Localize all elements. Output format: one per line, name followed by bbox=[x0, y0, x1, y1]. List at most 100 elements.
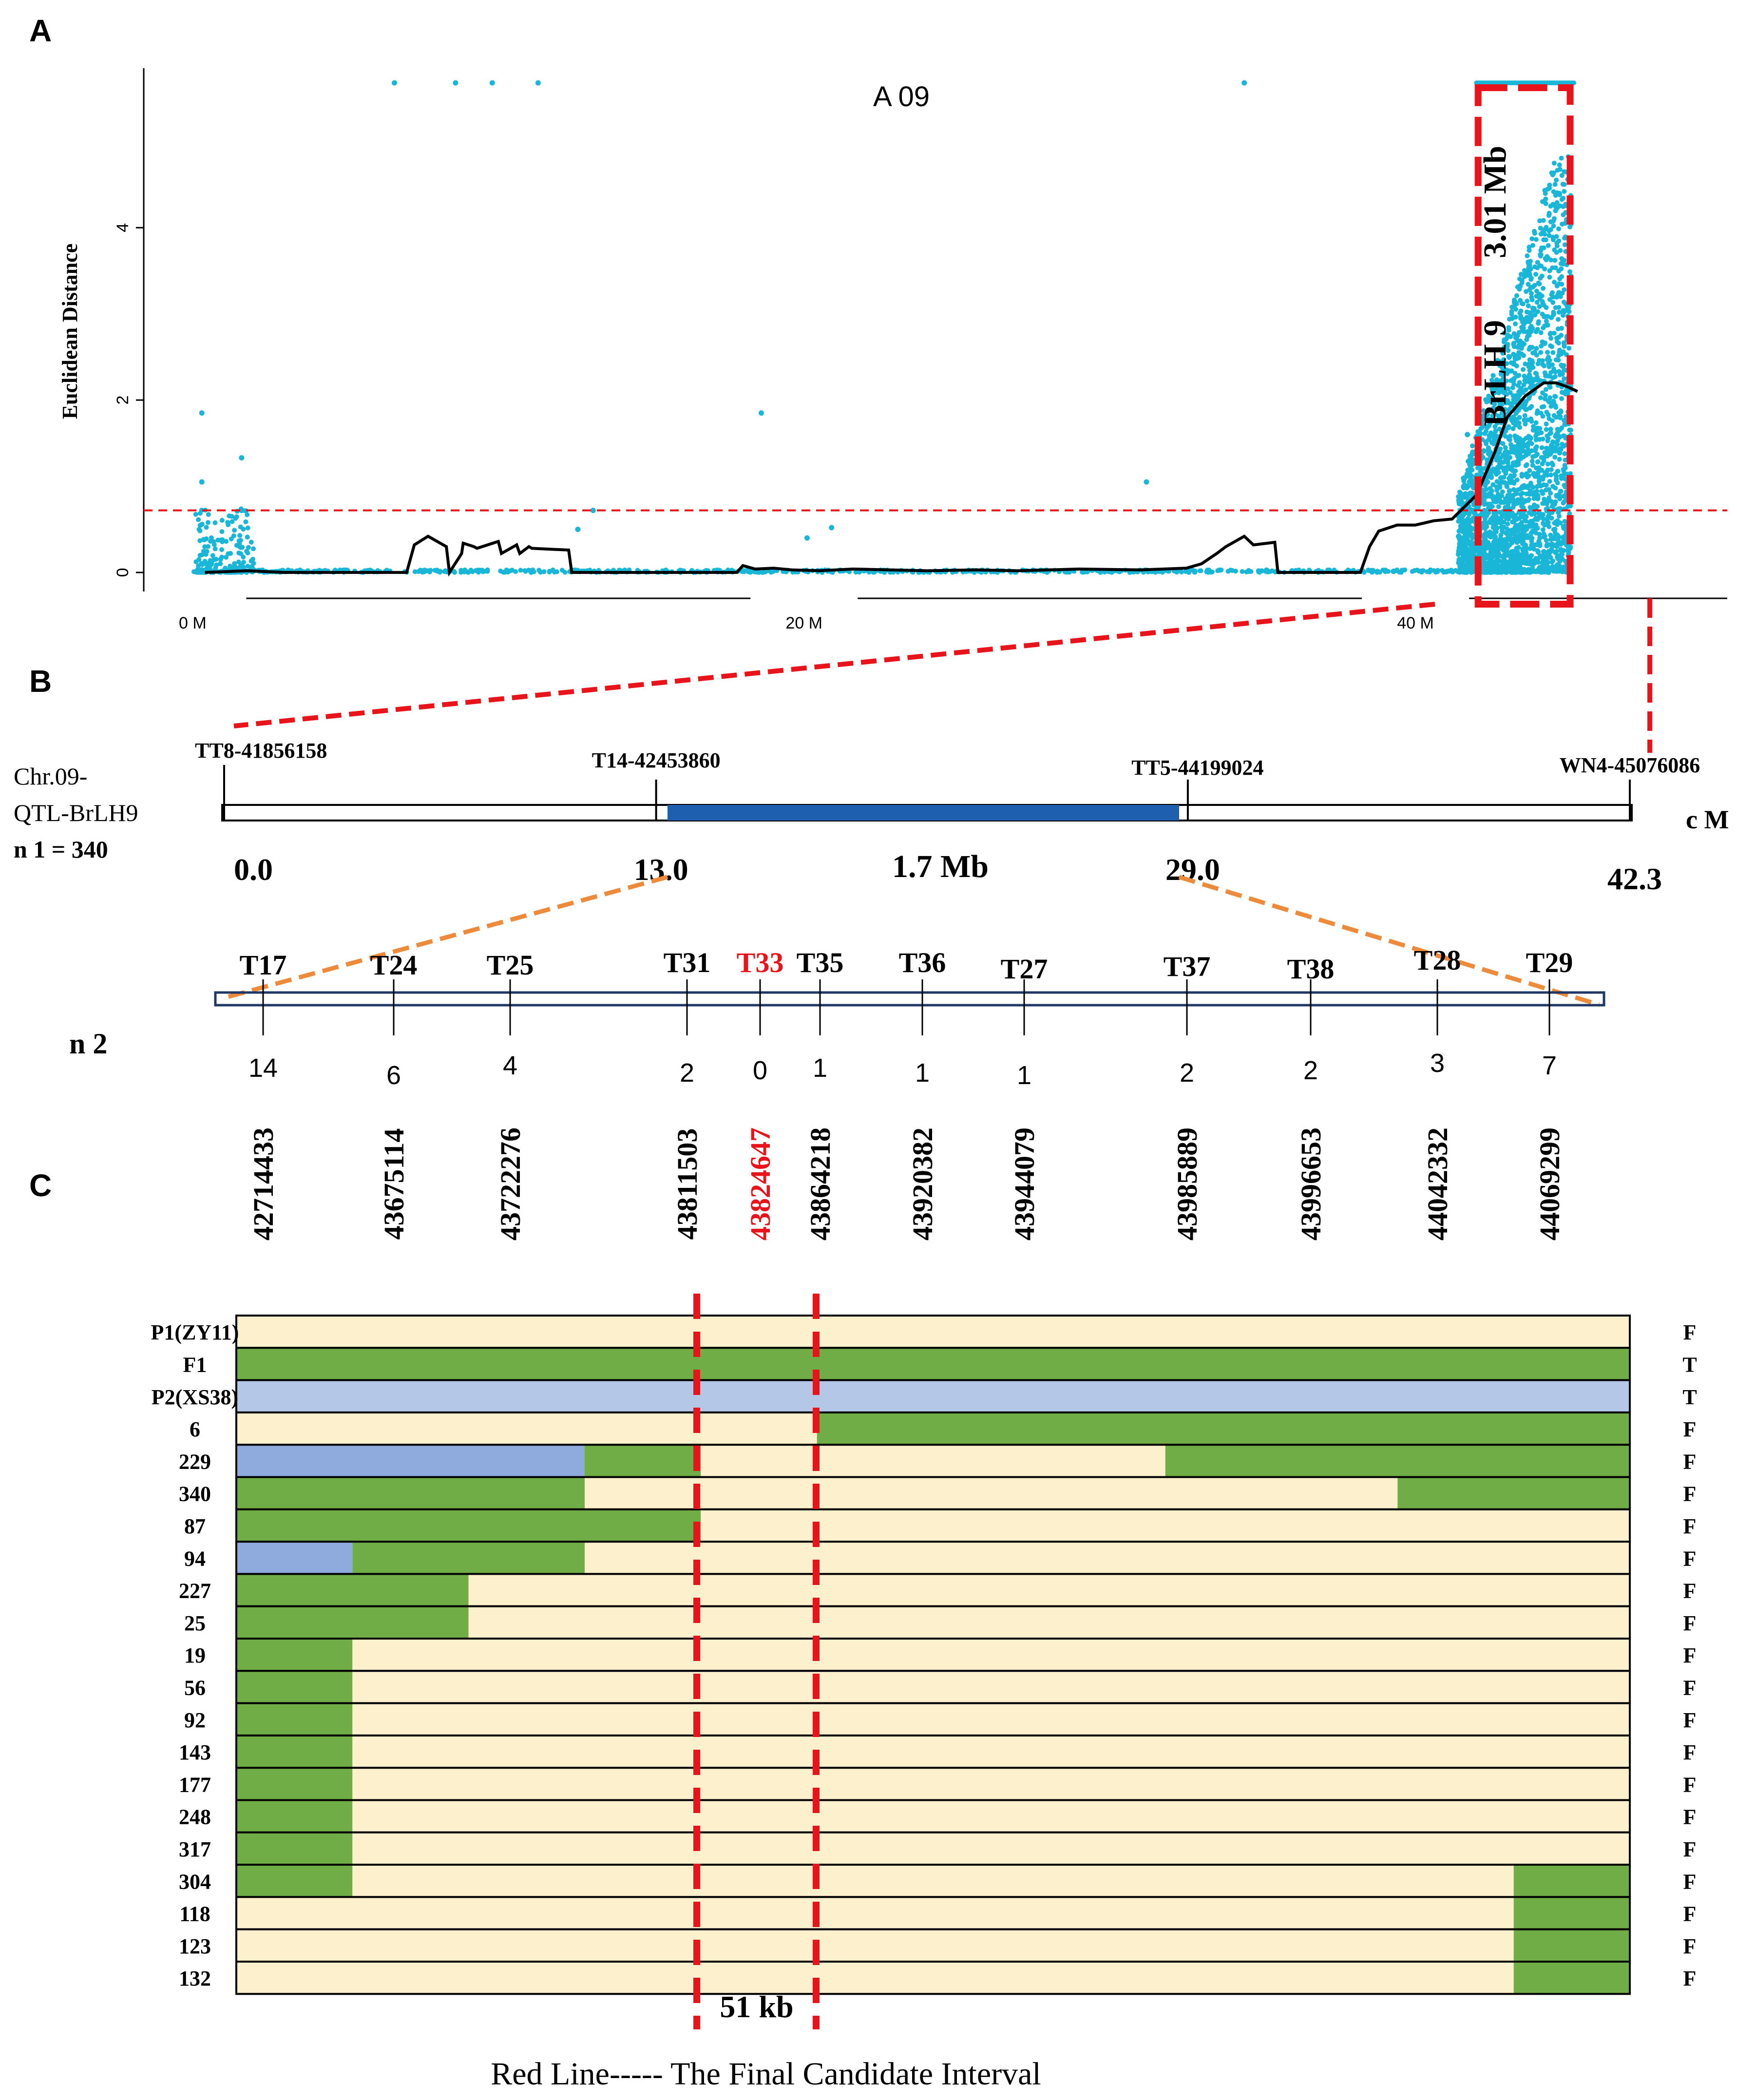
outlier-point bbox=[391, 80, 397, 86]
cluster-point bbox=[1544, 427, 1549, 432]
cluster-point bbox=[1554, 200, 1560, 205]
scatter-point bbox=[1244, 569, 1249, 574]
cluster-point bbox=[1510, 474, 1515, 479]
cluster-point bbox=[1537, 263, 1543, 268]
genotype-segment bbox=[468, 1574, 1630, 1606]
cluster-point bbox=[1553, 477, 1559, 483]
scatter-point bbox=[1206, 569, 1212, 574]
cluster-point bbox=[1467, 479, 1472, 484]
cluster-point bbox=[1561, 363, 1566, 368]
cluster-point bbox=[1524, 452, 1529, 457]
scatter-point bbox=[234, 514, 239, 519]
cluster-point bbox=[1527, 570, 1532, 575]
line-label: 118 bbox=[179, 1902, 210, 1926]
cluster-point bbox=[1524, 462, 1529, 467]
cluster-point bbox=[1502, 344, 1507, 350]
cluster-point bbox=[1493, 499, 1499, 505]
cluster-point bbox=[1559, 552, 1564, 557]
scatter-point bbox=[196, 517, 201, 522]
cluster-point bbox=[1528, 418, 1534, 423]
cluster-point bbox=[1567, 269, 1572, 274]
cluster-point bbox=[1463, 569, 1469, 574]
cluster-point bbox=[1558, 248, 1563, 253]
cluster-point bbox=[1546, 568, 1551, 573]
cluster-point bbox=[1547, 478, 1552, 484]
cluster-point bbox=[1553, 357, 1559, 363]
cluster-point bbox=[1511, 487, 1516, 492]
cluster-point bbox=[1524, 337, 1529, 342]
scatter-point bbox=[241, 554, 246, 560]
cluster-point bbox=[1557, 191, 1562, 196]
cluster-point bbox=[1498, 569, 1503, 574]
cluster-point bbox=[1456, 515, 1461, 520]
cluster-point bbox=[1515, 383, 1521, 388]
cluster-point bbox=[1506, 354, 1511, 359]
cluster-point bbox=[1557, 162, 1562, 168]
cluster-point bbox=[1488, 430, 1493, 436]
cluster-point bbox=[1502, 337, 1507, 343]
cluster-point bbox=[1512, 356, 1518, 362]
cluster-point bbox=[1530, 243, 1535, 248]
genotype-segment bbox=[1165, 1445, 1630, 1477]
cluster-point bbox=[1518, 455, 1524, 460]
cluster-point bbox=[1517, 392, 1522, 398]
cluster-point bbox=[1511, 378, 1516, 383]
outlier-point bbox=[1241, 80, 1247, 86]
cluster-point bbox=[1518, 308, 1524, 314]
cluster-point bbox=[1561, 500, 1566, 506]
cluster-point bbox=[1506, 327, 1511, 333]
cluster-point bbox=[1510, 559, 1516, 564]
cluster-point bbox=[1495, 453, 1500, 458]
scatter-point bbox=[245, 512, 250, 517]
marker-name: WN4-45076086 bbox=[1560, 753, 1700, 777]
cluster-point bbox=[1538, 226, 1543, 231]
scatter-point bbox=[224, 539, 229, 544]
cluster-point bbox=[1544, 561, 1549, 567]
fine-marker-name: T36 bbox=[899, 947, 946, 978]
genotype-segment bbox=[1513, 1929, 1630, 1962]
cluster-point bbox=[1497, 426, 1502, 432]
cluster-point bbox=[1456, 518, 1461, 524]
x-tick-gap bbox=[750, 592, 858, 606]
phenotype-label: F bbox=[1683, 1708, 1697, 1732]
cluster-point bbox=[1457, 568, 1462, 573]
scatter-point bbox=[196, 527, 202, 532]
phenotype-label: F bbox=[1683, 1611, 1697, 1635]
cluster-point bbox=[1542, 363, 1547, 368]
phenotype-label: T bbox=[1682, 1353, 1697, 1376]
scatter-point bbox=[1371, 568, 1376, 573]
cm-unit-label: c M bbox=[1686, 805, 1729, 834]
scatter-point bbox=[204, 566, 209, 572]
scatter-point bbox=[193, 512, 198, 517]
cluster-point bbox=[1555, 438, 1560, 443]
cluster-point bbox=[1556, 514, 1562, 519]
cluster-point bbox=[1543, 472, 1548, 477]
cluster-point bbox=[1517, 425, 1523, 430]
scatter-point bbox=[220, 539, 225, 544]
scatter-point bbox=[1183, 569, 1188, 574]
cluster-point bbox=[1497, 484, 1502, 490]
cluster-point bbox=[1562, 367, 1567, 373]
scatter-point bbox=[205, 520, 210, 525]
outlier-point bbox=[1144, 479, 1149, 485]
physical-position: 44042332 bbox=[1422, 1127, 1453, 1241]
cluster-point bbox=[1496, 390, 1501, 396]
cluster-point bbox=[1524, 315, 1529, 320]
cluster-point bbox=[1470, 554, 1476, 559]
cluster-point bbox=[1530, 308, 1536, 313]
cluster-point bbox=[1465, 467, 1470, 473]
genotype-graph: P1(ZY11) F F1 T P2(XS38) T 6 F 229 F 340 F 87 F 94 F 227… bbox=[151, 1315, 1697, 1995]
cluster-point bbox=[1538, 248, 1544, 253]
cluster-point bbox=[1530, 529, 1535, 534]
scatter-point bbox=[237, 533, 243, 538]
cluster-point bbox=[1553, 415, 1559, 420]
cluster-point bbox=[1497, 404, 1503, 409]
cluster-point bbox=[1546, 524, 1552, 529]
cluster-point bbox=[1535, 309, 1541, 314]
cluster-point bbox=[1537, 281, 1542, 286]
cluster-point bbox=[1535, 361, 1541, 366]
cluster-point bbox=[1533, 434, 1538, 439]
cluster-point bbox=[1503, 445, 1508, 450]
cluster-point bbox=[1552, 394, 1558, 399]
cluster-point bbox=[1501, 415, 1507, 420]
